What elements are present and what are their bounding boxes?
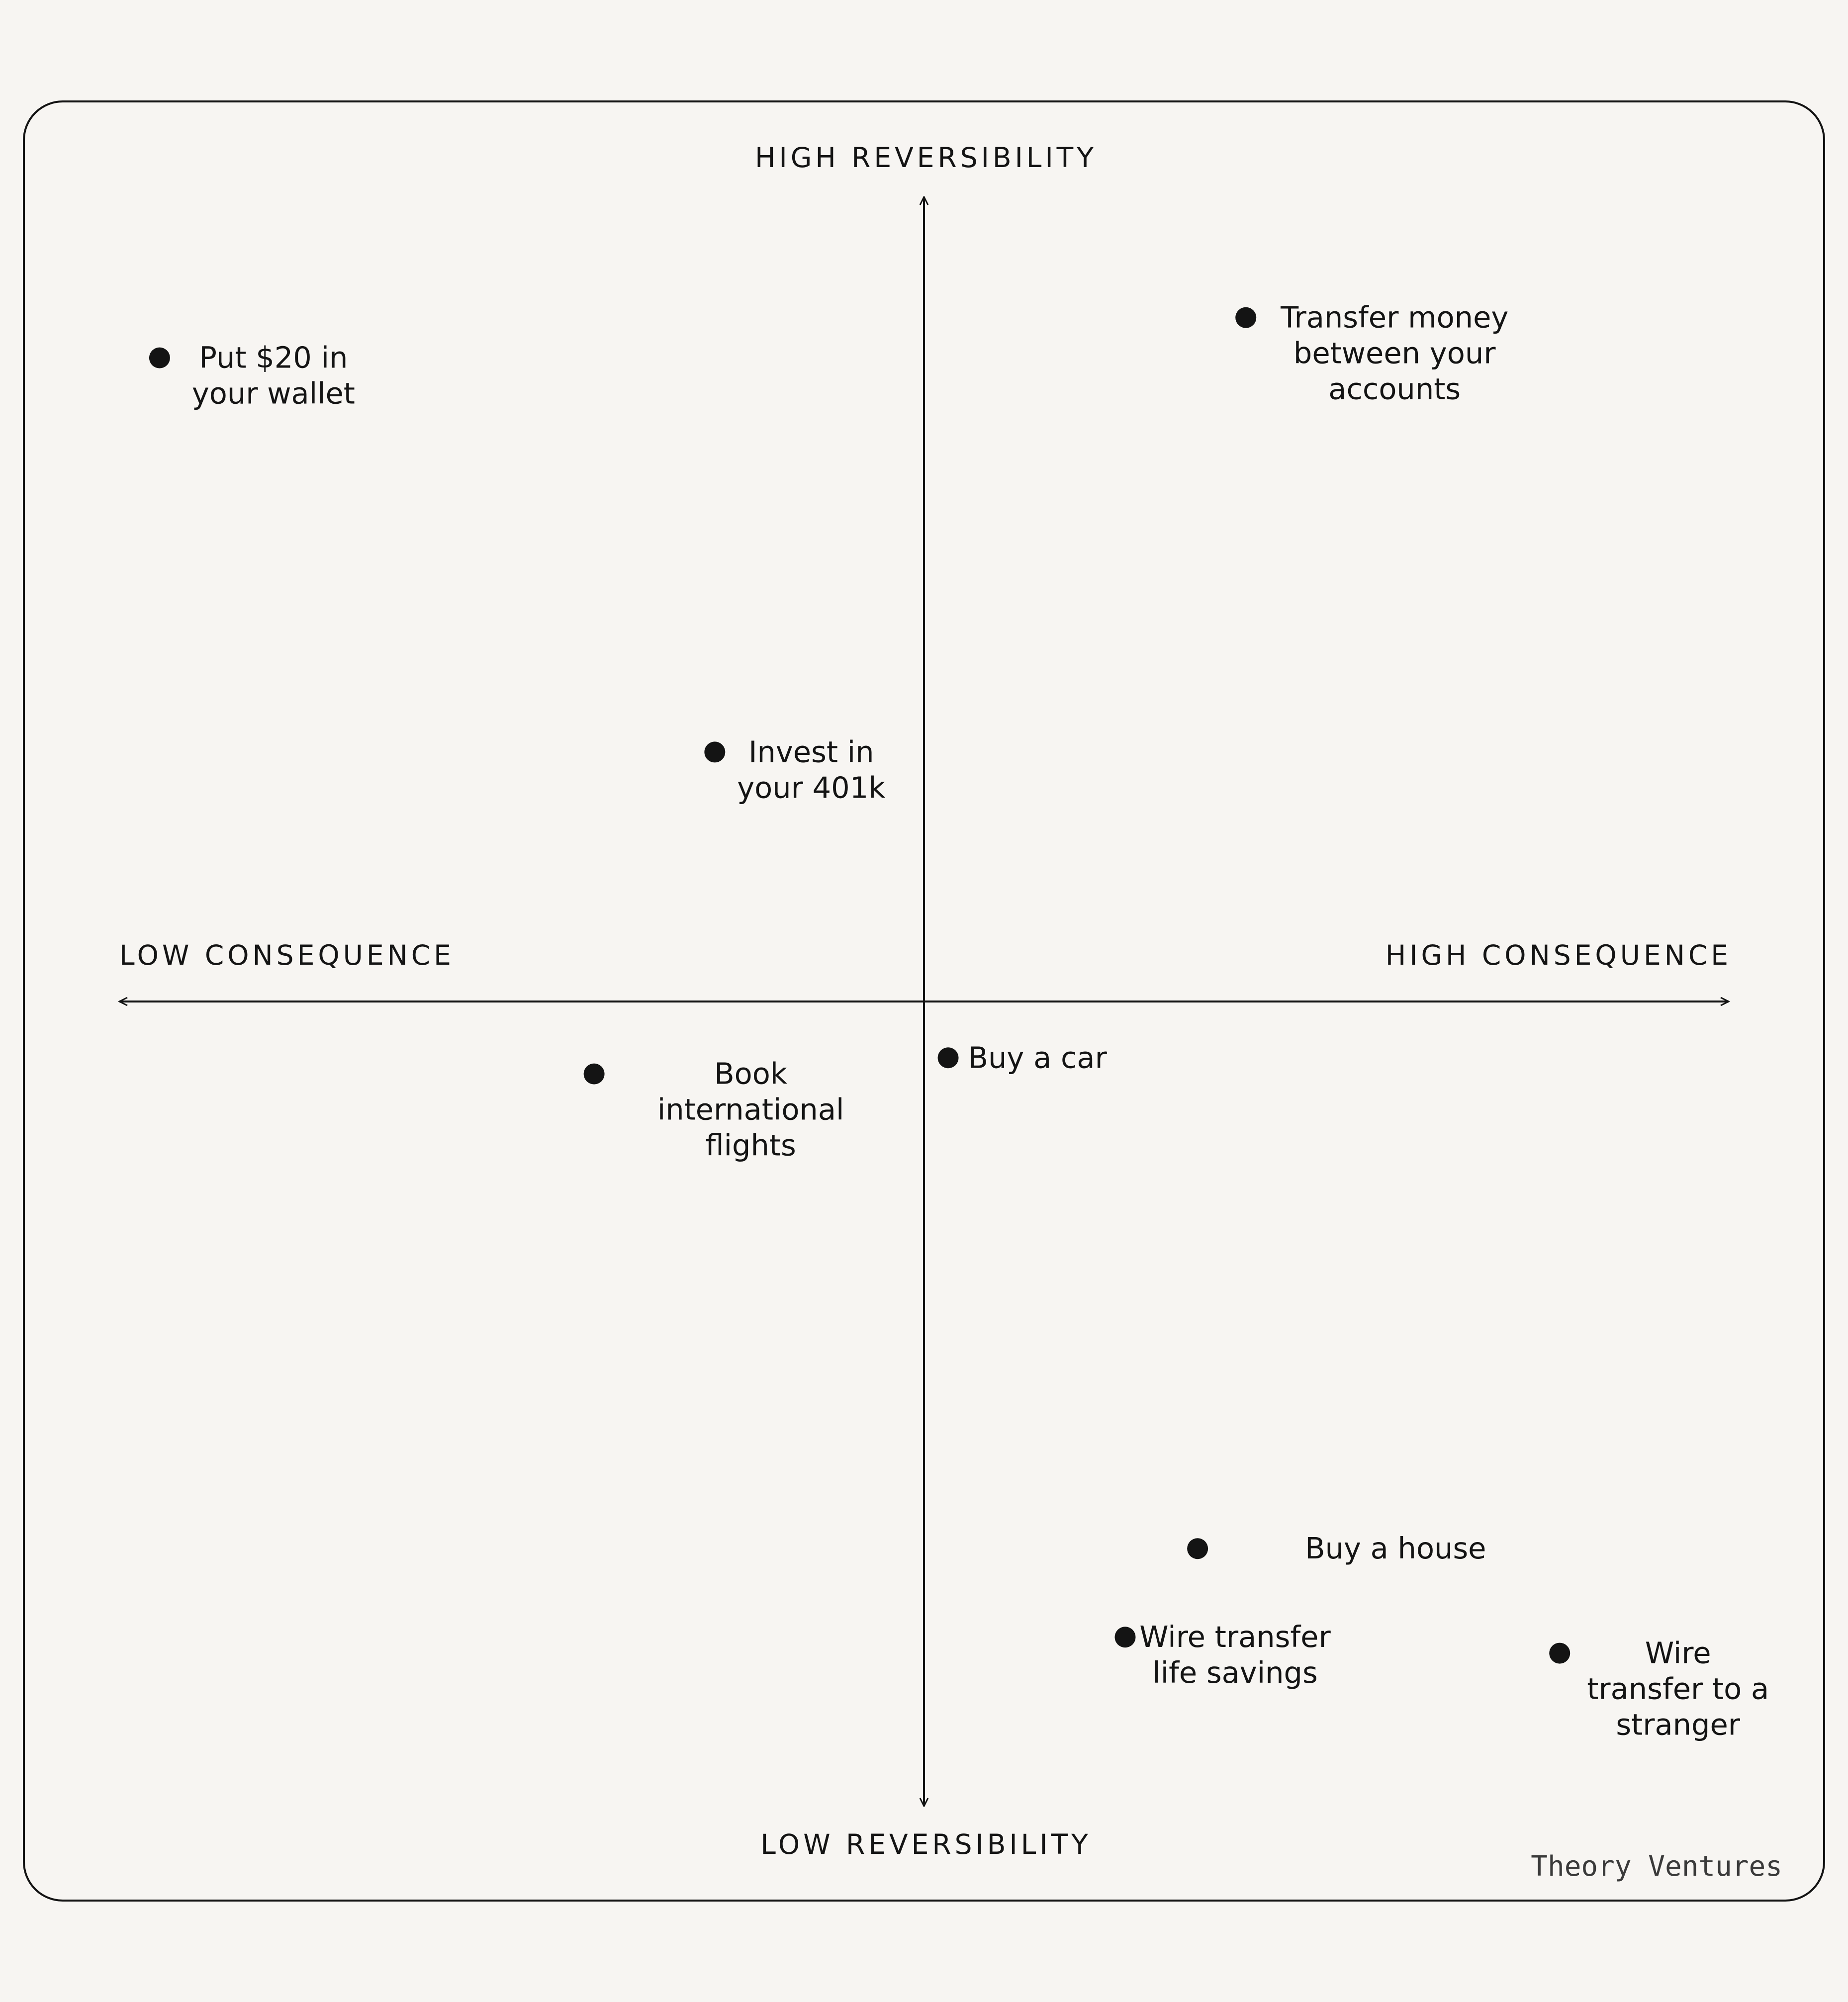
data-point-label-line: Transfer money (1280, 300, 1508, 335)
data-point-label: Put $20 in your wallet (192, 341, 355, 411)
chart-frame (23, 100, 1825, 1902)
data-point-label-line: Buy a house (1305, 1531, 1486, 1565)
data-point-label: Buy a house (1305, 1531, 1486, 1565)
data-point: Put $20 in your wallet (149, 341, 355, 411)
data-point: Buy a car (937, 1040, 1108, 1075)
data-point-dot (1549, 1642, 1571, 1664)
data-point: Transfer money between your accounts (1235, 300, 1508, 406)
data-point-dot (937, 1047, 959, 1069)
data-point-label: Book international flights (657, 1057, 844, 1163)
data-point-dot (1235, 307, 1257, 328)
x-axis-high-label: HIGH CONSEQUENCE (1386, 939, 1732, 971)
data-point: Buy a house (1187, 1531, 1486, 1565)
data-point: Invest in your 401k (704, 734, 885, 805)
data-point-dot (1114, 1627, 1136, 1648)
data-point-label: Invest in your 401k (737, 734, 885, 805)
data-point-label-line: Put $20 in (199, 341, 348, 375)
data-point-label-line: your wallet (192, 376, 355, 411)
data-point-label-line: Invest in (748, 734, 874, 769)
data-point-label-line: flights (705, 1128, 796, 1163)
data-point-label-line: transfer to a (1587, 1672, 1769, 1706)
data-point-label-line: Buy a car (968, 1040, 1108, 1075)
data-point-label: Buy a car (968, 1040, 1108, 1075)
data-point-label: Transfer money between your accounts (1280, 300, 1508, 406)
data-point: Book international flights (583, 1057, 844, 1163)
data-point-label-line: Wire transfer (1139, 1620, 1331, 1654)
brand-wordmark: Theory Ventures (1531, 1850, 1782, 1883)
data-point-label-line: accounts (1328, 372, 1461, 406)
data-point-label: Wire transfer to a stranger (1587, 1636, 1769, 1742)
data-point-dot (149, 347, 170, 368)
data-point-label-line: between your (1294, 336, 1496, 370)
y-axis-low label: LOW REVERSIBILITY (760, 1828, 1092, 1860)
data-point-dot (704, 741, 726, 763)
data-point-label: Wire transfer life savings (1139, 1620, 1331, 1690)
data-point-label-line: life savings (1152, 1655, 1317, 1690)
data-point-label-line: your 401k (737, 770, 885, 805)
data-point-label-line: Wire (1645, 1636, 1711, 1670)
x-axis-low-label: LOW CONSEQUENCE (119, 939, 455, 971)
data-point-label-line: Book (714, 1057, 787, 1091)
data-point-label-line: international (657, 1092, 844, 1127)
y-axis-high-label: HIGH REVERSIBILITY (755, 142, 1097, 174)
data-point: Wire transfer life savings (1114, 1620, 1331, 1690)
data-point: Wire transfer to a stranger (1549, 1636, 1769, 1742)
data-point-dot (583, 1063, 605, 1085)
data-point-label-line: stranger (1616, 1708, 1740, 1742)
data-points: Put $20 in your wallet Transfer money betwe… (149, 300, 1769, 1742)
data-point-dot (1187, 1538, 1208, 1559)
